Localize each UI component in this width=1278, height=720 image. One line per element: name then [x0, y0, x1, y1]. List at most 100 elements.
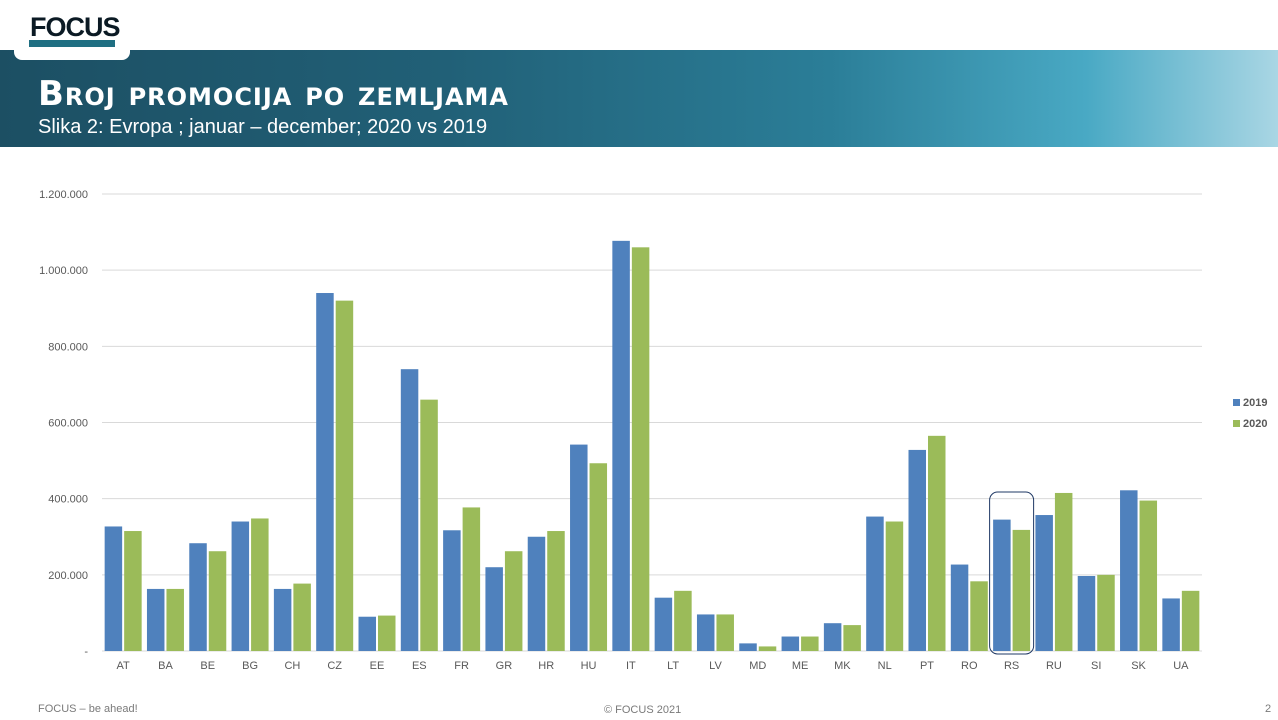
- legend-label: 2019: [1243, 397, 1267, 409]
- x-tick-label: AT: [117, 660, 131, 672]
- y-tick-label: -: [84, 646, 88, 658]
- bar-ro-2020: [970, 581, 988, 651]
- bar-ee-2019: [358, 616, 376, 651]
- bar-ch-2020: [293, 583, 311, 651]
- bar-si-2020: [1097, 574, 1115, 651]
- bar-ee-2020: [378, 615, 396, 651]
- x-tick-label: IT: [626, 660, 636, 672]
- bar-cz-2020: [335, 300, 354, 651]
- bar-nl-2020: [885, 521, 904, 651]
- logo: [14, 0, 130, 60]
- x-tick-label: MK: [834, 660, 851, 672]
- x-tick-label: BG: [242, 660, 258, 672]
- bar-bg-2020: [251, 518, 269, 651]
- x-tick-label: EE: [370, 660, 385, 672]
- bar-lt-2020: [674, 590, 692, 651]
- bar-lv-2019: [696, 614, 715, 651]
- bar-fr-2020: [462, 507, 481, 651]
- x-tick-label: CH: [284, 660, 300, 672]
- bar-ro-2019: [950, 564, 969, 651]
- logo-text: FOCUS: [30, 12, 120, 42]
- highlight-layer: [989, 491, 1035, 655]
- footer-copyright: © FOCUS 2021: [604, 704, 682, 716]
- bar-lt-2019: [654, 597, 673, 651]
- page-subtitle: Slika 2: Evropa ; januar – december; 202…: [38, 116, 488, 138]
- x-tick-label: ES: [412, 660, 427, 672]
- bar-hr-2019: [527, 536, 546, 651]
- bar-it-2019: [612, 240, 630, 651]
- bar-mk-2020: [843, 625, 861, 651]
- x-tick-label: MD: [749, 660, 766, 672]
- page-number: 2: [1265, 703, 1272, 715]
- x-tick-label: PT: [920, 660, 934, 672]
- x-tick-label: HU: [581, 660, 597, 672]
- legend: 2019 2020: [1233, 397, 1267, 430]
- header-banner: [0, 50, 1278, 147]
- bar-ua-2019: [1162, 598, 1180, 651]
- highlight-box: [989, 491, 1035, 655]
- bar-md-2020: [758, 646, 777, 651]
- bar-pt-2020: [928, 435, 946, 651]
- x-tick-label: HR: [538, 660, 554, 672]
- x-tick-label: NL: [878, 660, 892, 672]
- bar-ru-2020: [1054, 492, 1073, 651]
- bar-chart: - 200.000 400.000 600.000 800.000 1.000.000 1.…: [39, 189, 1267, 672]
- bar-nl-2019: [866, 516, 884, 651]
- y-tick-label: 1.200.000: [39, 189, 88, 201]
- bar-ba-2019: [146, 588, 165, 651]
- x-tick-label: FR: [454, 660, 469, 672]
- bar-sk-2020: [1139, 500, 1158, 651]
- y-tick-label: 800.000: [48, 341, 88, 353]
- legend-swatch: [1233, 399, 1240, 406]
- x-tick-label: SK: [1131, 660, 1146, 672]
- x-tick-label: GR: [496, 660, 513, 672]
- x-tick-label: LT: [667, 660, 679, 672]
- x-tick-label: BE: [200, 660, 215, 672]
- x-tick-label: RU: [1046, 660, 1062, 672]
- y-axis-labels: - 200.000 400.000 600.000 800.000 1.000.000 1.…: [39, 189, 88, 658]
- y-tick-label: 1.000.000: [39, 265, 88, 277]
- bar-ch-2019: [273, 588, 292, 651]
- bar-me-2019: [781, 636, 800, 651]
- bar-cz-2019: [316, 293, 334, 651]
- bar-hu-2019: [570, 444, 588, 651]
- x-tick-label: BA: [158, 660, 173, 672]
- bar-rs-2019: [993, 519, 1011, 651]
- bar-be-2019: [189, 543, 207, 651]
- footer-tagline: FOCUS – be ahead!: [38, 703, 138, 715]
- bar-lv-2020: [716, 614, 734, 651]
- bar-me-2020: [801, 636, 819, 651]
- bar-at-2019: [104, 526, 123, 651]
- bars: [104, 240, 1200, 652]
- x-tick-label: SI: [1091, 660, 1101, 672]
- bar-rs-2020: [1012, 529, 1031, 651]
- x-axis-labels: AT BA BE BG CH CZ EE ES FR GR HR HU IT LT LV MD ME MK NL PT…: [117, 660, 1190, 672]
- bar-ua-2020: [1181, 590, 1200, 651]
- logo-underline: [29, 40, 115, 47]
- bar-es-2019: [400, 369, 419, 651]
- x-tick-label: RS: [1004, 660, 1019, 672]
- bar-ba-2020: [166, 588, 184, 651]
- bar-md-2019: [739, 643, 757, 651]
- x-tick-label: CZ: [327, 660, 342, 672]
- y-tick-label: 200.000: [48, 570, 88, 582]
- x-tick-label: ME: [792, 660, 809, 672]
- bar-ru-2019: [1035, 515, 1053, 651]
- x-tick-label: RO: [961, 660, 978, 672]
- bar-at-2020: [124, 531, 142, 651]
- bar-mk-2019: [823, 623, 842, 651]
- x-tick-label: UA: [1173, 660, 1189, 672]
- legend-swatch: [1233, 420, 1240, 427]
- bar-sk-2019: [1120, 490, 1138, 651]
- y-tick-label: 400.000: [48, 494, 88, 506]
- bar-it-2020: [631, 247, 650, 652]
- bar-hu-2020: [589, 463, 608, 651]
- bar-bg-2019: [231, 521, 250, 651]
- bar-pt-2019: [908, 449, 926, 651]
- y-tick-label: 600.000: [48, 418, 88, 430]
- x-tick-label: LV: [709, 660, 722, 672]
- bar-es-2020: [420, 399, 438, 651]
- bar-gr-2019: [485, 567, 503, 651]
- bar-gr-2020: [504, 551, 523, 651]
- bar-si-2019: [1077, 575, 1096, 651]
